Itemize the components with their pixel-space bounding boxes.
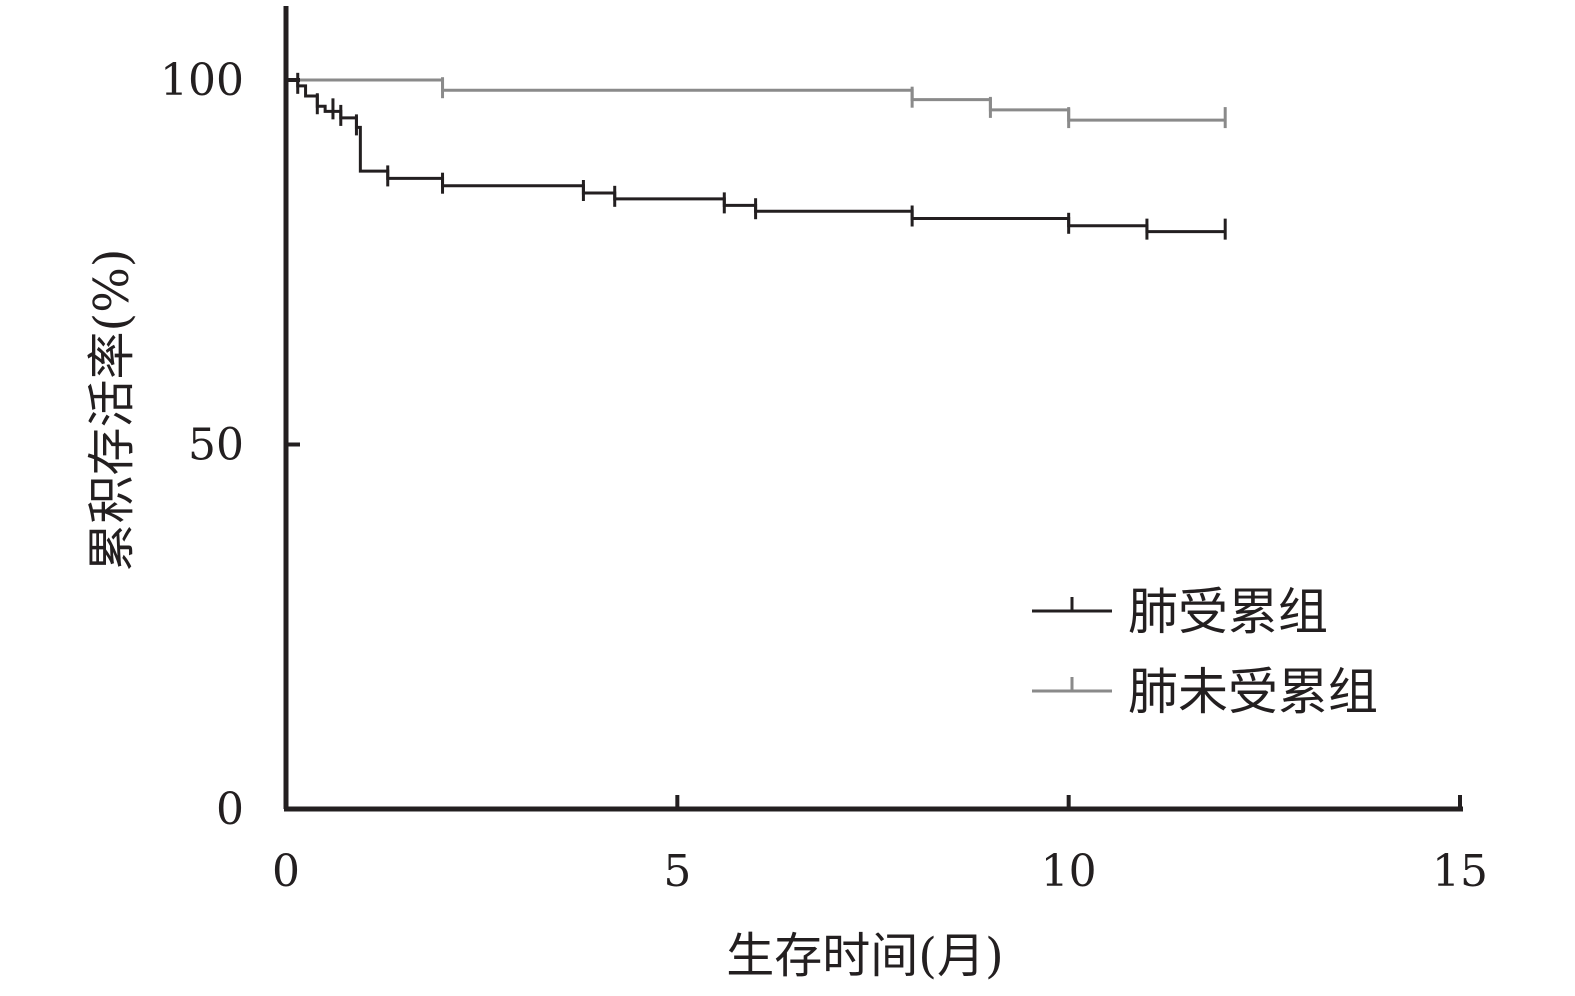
y-axis-title: 累积存活率(%)	[84, 248, 140, 571]
legend-item: 肺受累组	[1032, 583, 1328, 641]
legend-label: 肺受累组	[1128, 583, 1328, 641]
legend-item: 肺未受累组	[1032, 663, 1378, 721]
x-tick-label: 10	[1041, 846, 1097, 897]
series-2	[286, 77, 1227, 129]
survival-curve	[286, 78, 1226, 122]
series-layer	[286, 72, 1227, 240]
x-tick-label: 5	[663, 846, 691, 897]
ticks-layer: 0 5 10 15 0 50 100	[160, 55, 1488, 897]
y-tick-label: 50	[188, 420, 244, 471]
legend-label: 肺未受累组	[1128, 663, 1378, 721]
x-axis-title: 生存时间(月)	[726, 928, 1003, 984]
series-1	[286, 72, 1227, 240]
x-tick-label: 15	[1432, 846, 1488, 897]
axes-layer	[283, 6, 1463, 812]
y-tick-label: 0	[216, 784, 244, 835]
y-tick-label: 100	[160, 55, 244, 106]
x-tick-label: 0	[272, 846, 300, 897]
